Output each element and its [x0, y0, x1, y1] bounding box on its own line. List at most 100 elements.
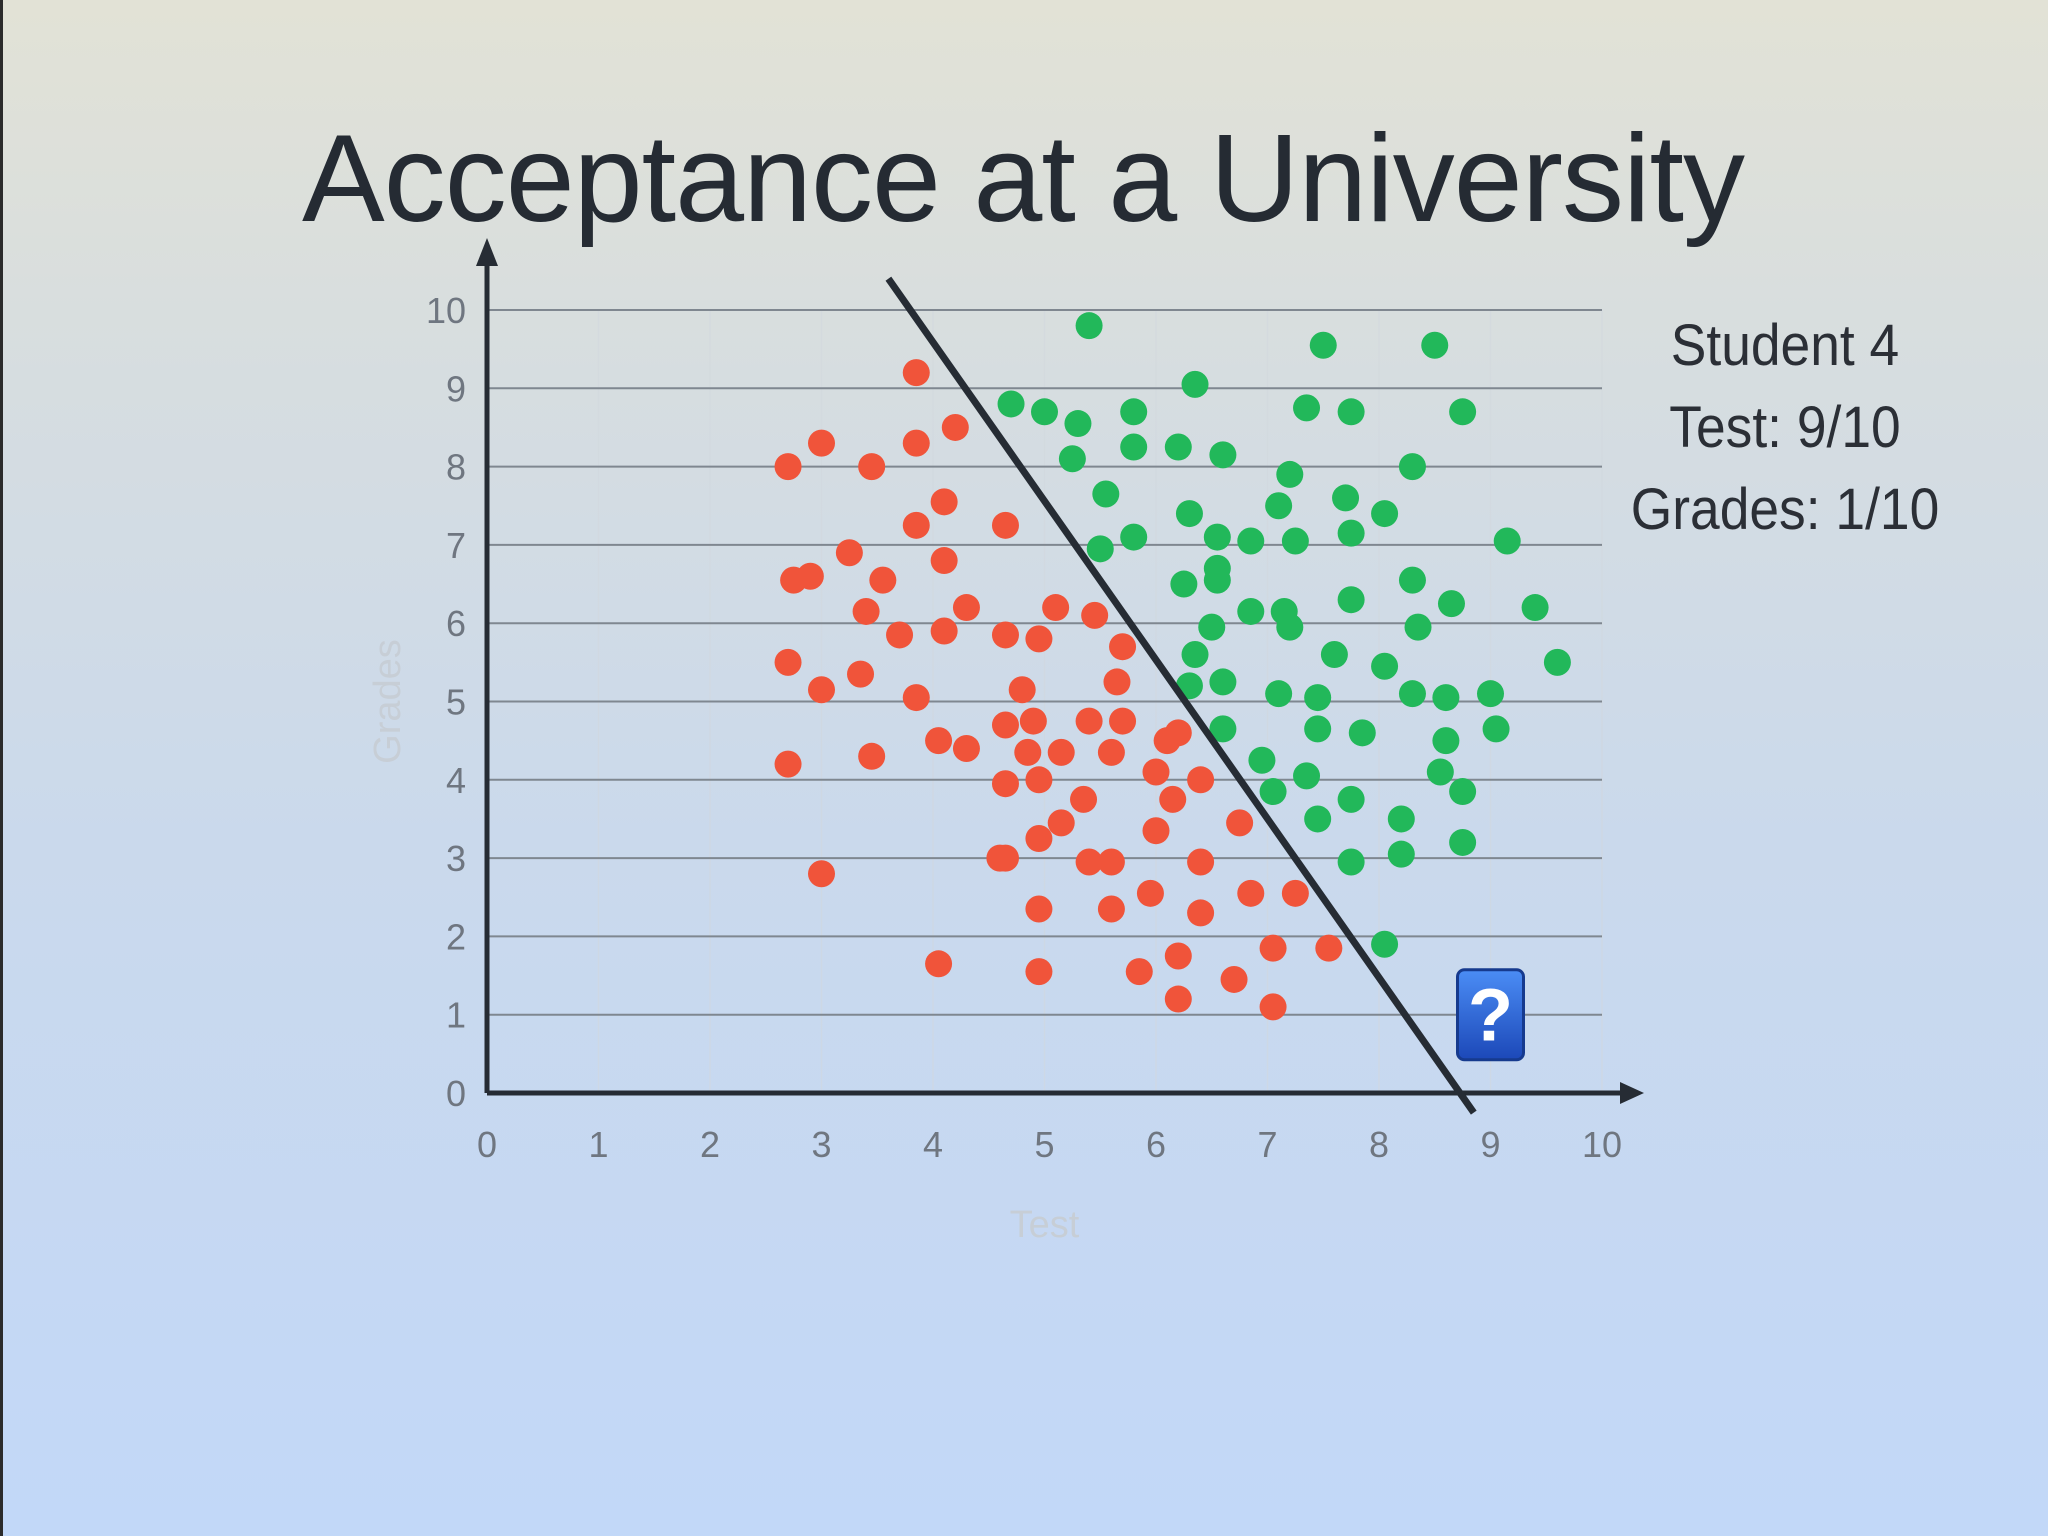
accepted-point [1404, 613, 1432, 641]
rejected-point [808, 676, 835, 704]
accepted-point [1320, 641, 1348, 669]
accepted-point [1387, 805, 1415, 833]
rejected-point [1315, 934, 1343, 962]
accepted-point [1175, 500, 1203, 528]
x-tick-label: 1 [588, 1124, 608, 1165]
accepted-point [1237, 527, 1265, 555]
rejected-point [952, 594, 980, 622]
rejected-point [1237, 879, 1265, 907]
student-info: Student 4 Test: 9/10 Grades: 1/10 [1610, 305, 1960, 551]
rejected-point [1259, 993, 1287, 1021]
accepted-point [1337, 848, 1365, 876]
accepted-point [1521, 594, 1549, 622]
rejected-point [1019, 707, 1047, 735]
rejected-point [774, 453, 802, 481]
accepted-point [1276, 460, 1304, 488]
accepted-point [1449, 828, 1477, 856]
accepted-point [1086, 535, 1114, 563]
rejected-point [774, 648, 802, 676]
accepted-point [1170, 570, 1198, 598]
y-tick-label: 9 [446, 368, 466, 409]
x-tick-label: 7 [1257, 1124, 1277, 1165]
rejected-point [1125, 958, 1153, 986]
accepted-point [1120, 523, 1148, 551]
rejected-point [902, 429, 930, 457]
accepted-point [1031, 398, 1058, 426]
accepted-point [1371, 500, 1399, 528]
rejected-point [852, 597, 880, 625]
accepted-point [1348, 719, 1376, 747]
rejected-point [991, 511, 1019, 539]
rejected-point [1164, 719, 1192, 747]
rejected-point [1014, 738, 1042, 766]
accepted-point [1281, 527, 1309, 555]
rejected-point [1025, 825, 1053, 853]
rejected-point [847, 660, 875, 688]
accepted-point [1543, 648, 1571, 676]
accepted-point [1293, 762, 1321, 790]
x-tick-label: 3 [811, 1124, 831, 1165]
accepted-point [997, 390, 1025, 418]
rejected-point [1047, 738, 1075, 766]
accepted-point [1120, 398, 1148, 426]
rejected-point [952, 734, 980, 762]
rejected-point [1042, 594, 1070, 622]
rejected-point [1025, 625, 1053, 653]
accepted-point [1304, 684, 1332, 712]
accepted-point [1237, 597, 1265, 625]
accepted-point [1421, 331, 1449, 359]
rejected-point [1097, 895, 1125, 923]
student-test-score: Test: 9/10 [1669, 395, 1901, 460]
rejected-point [1103, 668, 1131, 696]
rejected-point [1187, 848, 1215, 876]
accepted-point [1120, 433, 1148, 461]
accepted-point [1337, 785, 1365, 813]
accepted-point [1209, 715, 1237, 743]
svg-text:?: ? [1468, 974, 1513, 1057]
accepted-point [1276, 613, 1304, 641]
y-tick-label: 1 [446, 995, 466, 1036]
rejected-point [1136, 879, 1164, 907]
accepted-point [1332, 484, 1360, 512]
accepted-point [1203, 566, 1231, 594]
student-grades-score: Grades: 1/10 [1630, 477, 1940, 542]
rejected-point [886, 621, 914, 649]
rejected-point [1109, 707, 1137, 735]
rejected-point [1142, 817, 1170, 845]
rejected-point [835, 539, 863, 567]
rejected-point [1159, 785, 1187, 813]
accepted-point [1337, 519, 1365, 547]
accepted-point [1398, 680, 1426, 708]
y-axis-label: Grades [367, 639, 409, 764]
y-tick-label: 5 [446, 682, 466, 723]
accepted-point [1337, 586, 1365, 614]
rejected-point [1081, 601, 1109, 629]
rejected-point [1047, 809, 1075, 837]
y-tick-label: 7 [446, 525, 466, 566]
rejected-point [991, 770, 1019, 798]
x-tick-label: 4 [923, 1124, 943, 1165]
x-tick-label: 10 [1582, 1124, 1622, 1165]
accepted-point [1064, 410, 1092, 438]
rejected-point [930, 617, 958, 645]
rejected-point [1070, 785, 1098, 813]
accepted-point [1482, 715, 1510, 743]
accepted-point [1304, 715, 1332, 743]
accepted-point [1209, 668, 1237, 696]
accepted-point [1387, 840, 1415, 868]
rejected-point [1220, 965, 1248, 993]
x-tick-label: 0 [477, 1124, 497, 1165]
x-tick-label: 6 [1146, 1124, 1166, 1165]
question-mark-icon: ? [1456, 968, 1525, 1062]
accepted-point [1304, 805, 1332, 833]
x-tick-label: 8 [1369, 1124, 1389, 1165]
accepted-point [1075, 312, 1103, 340]
rejected-point [858, 742, 886, 770]
student-name: Student 4 [1670, 313, 1900, 378]
accepted-point [1337, 398, 1365, 426]
window-left-edge [0, 0, 3, 1536]
rejected-point [1109, 633, 1137, 661]
accepted-point [1092, 480, 1120, 508]
rejected-point [869, 566, 897, 594]
